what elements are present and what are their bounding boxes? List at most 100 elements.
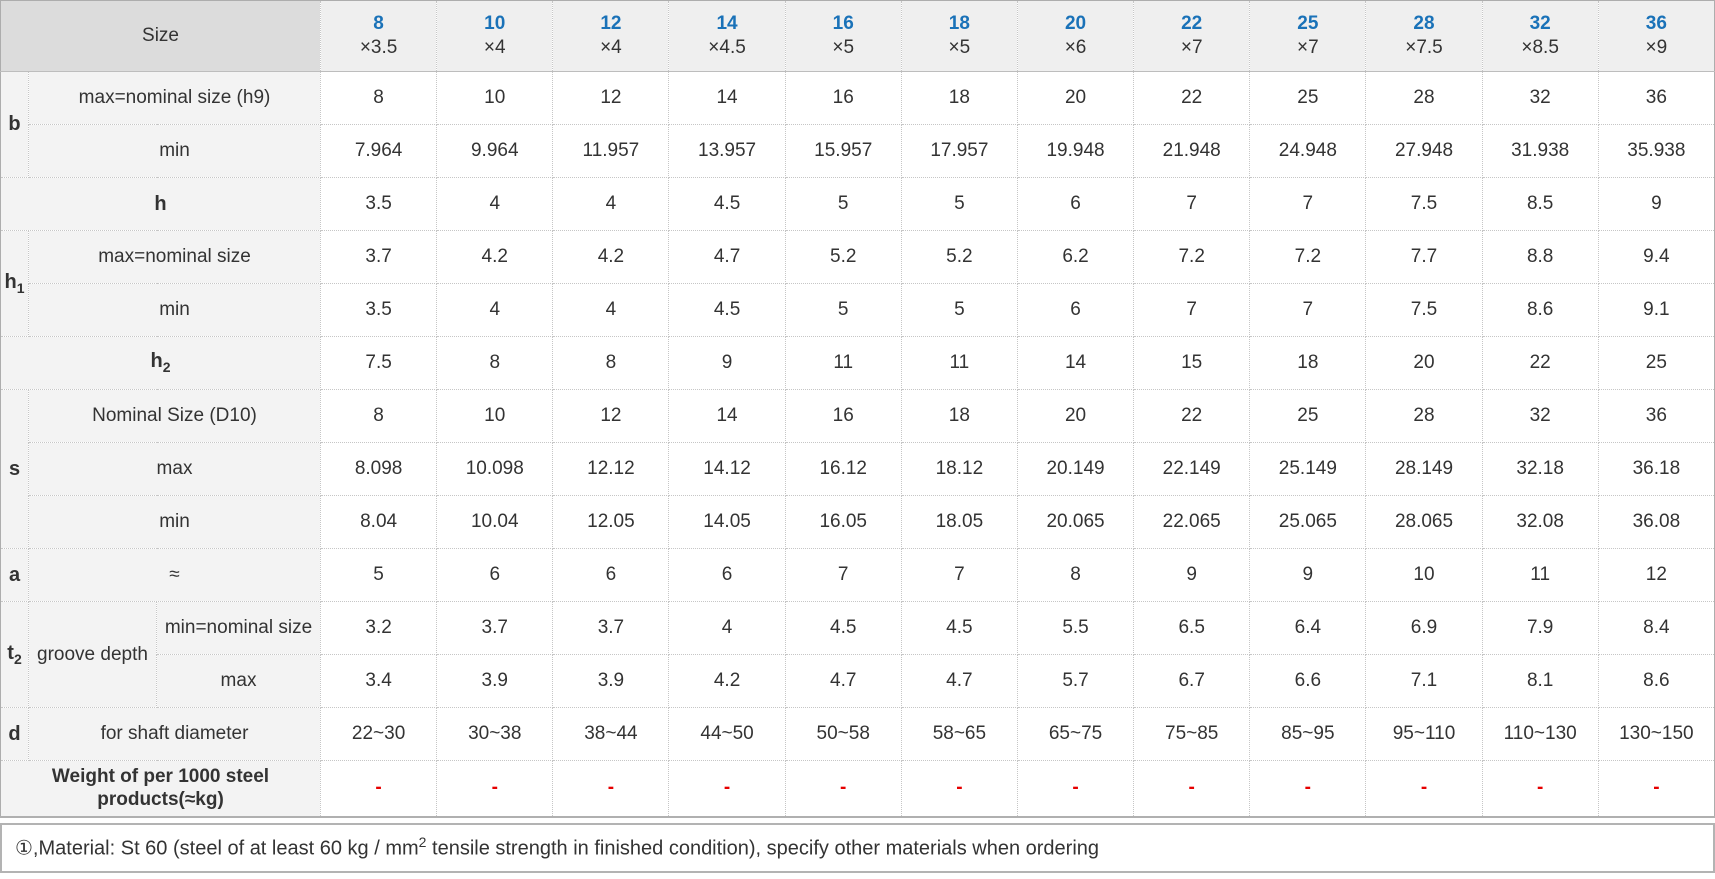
value-cell: 7.2 xyxy=(1133,230,1251,284)
row-desc-groove-depth: groove depth xyxy=(28,601,157,708)
size-height-label: ×4 xyxy=(483,37,506,58)
value-cell: 8 xyxy=(552,336,670,390)
row-symbol-b: b xyxy=(0,71,29,178)
size-width-label: 36 xyxy=(1645,13,1667,34)
value-cell: 7.964 xyxy=(320,124,438,178)
value-cell: 6.9 xyxy=(1365,601,1483,655)
value-cell: 25 xyxy=(1597,336,1715,390)
value-cell: 31.938 xyxy=(1481,124,1599,178)
value-cell: - xyxy=(320,760,438,817)
row-d: d for shaft diameter 22~30 30~38 38~44 44~5… xyxy=(0,707,1715,761)
row-label: max xyxy=(27,442,322,496)
row-label: min xyxy=(27,124,322,178)
row-s-max: max 8.098 10.098 12.12 14.12 16.12 18.12 20.14… xyxy=(1,442,1715,496)
value-cell: 8 xyxy=(320,71,438,125)
symbol-base: h xyxy=(4,270,17,293)
value-cell: 9.1 xyxy=(1597,283,1715,337)
value-cell: 14 xyxy=(668,389,786,443)
value-cell: 4.7 xyxy=(668,230,786,284)
row-h1-min: min 3.5 4 4 4.5 5 5 6 7 7 7.5 8.6 9.1 xyxy=(1,283,1715,337)
value-cell: 18 xyxy=(900,71,1018,125)
value-cell: 20 xyxy=(1016,389,1135,443)
row-h2: h2 7.5 8 8 9 11 11 14 15 18 20 22 25 xyxy=(0,336,1715,390)
size-col-header-10: 32 ×8.5 xyxy=(1481,0,1599,72)
size-height-label: ×3.5 xyxy=(359,37,398,58)
row-label: max=nominal size (h9) xyxy=(27,71,322,125)
value-cell: - xyxy=(1365,760,1483,817)
value-cell: 21.948 xyxy=(1133,124,1251,178)
value-cell: 7.2 xyxy=(1249,230,1367,284)
value-cell: 10 xyxy=(1365,548,1483,602)
size-col-header-1: 10 ×4 xyxy=(436,0,554,72)
value-cell: 19.948 xyxy=(1016,124,1135,178)
value-cell: 16.12 xyxy=(784,442,902,496)
value-cell: 8 xyxy=(436,336,554,390)
value-cell: 4 xyxy=(668,601,786,655)
value-cell: 8.098 xyxy=(320,442,438,496)
footnote: ①,Material: St 60 (steel of at least 60 … xyxy=(0,822,1715,873)
value-cell: - xyxy=(1016,760,1135,817)
size-width-label: 8 xyxy=(373,13,384,34)
value-cell: 12 xyxy=(552,389,670,443)
value-cell: 32.18 xyxy=(1481,442,1599,496)
symbol-base: t xyxy=(7,641,14,664)
value-cell: 4.5 xyxy=(668,177,786,231)
value-cell: 8 xyxy=(320,389,438,443)
value-cell: 22 xyxy=(1481,336,1599,390)
value-cell: 3.9 xyxy=(552,654,670,708)
row-b-max: b max=nominal size (h9) 8 10 12 14 16 18 20 22 2… xyxy=(0,71,1715,178)
value-cell: 20 xyxy=(1365,336,1483,390)
value-cell: 32 xyxy=(1481,389,1599,443)
value-cell: 3.5 xyxy=(320,177,438,231)
value-cell: 27.948 xyxy=(1365,124,1483,178)
value-cell: 35.938 xyxy=(1597,124,1715,178)
size-width-label: 20 xyxy=(1064,13,1087,34)
value-cell: 10.098 xyxy=(436,442,554,496)
value-cell: 10 xyxy=(436,71,554,125)
size-col-header-6: 20 ×6 xyxy=(1016,0,1135,72)
row-symbol-h2: h2 xyxy=(0,336,322,390)
value-cell: 28.065 xyxy=(1365,495,1483,549)
value-cell: 7 xyxy=(1133,283,1251,337)
value-cell: 12.05 xyxy=(552,495,670,549)
row-symbol-s: s xyxy=(0,389,29,549)
value-cell: 6 xyxy=(552,548,670,602)
value-cell: 25.065 xyxy=(1249,495,1367,549)
size-col-header-5: 18 ×5 xyxy=(900,0,1018,72)
value-cell: 8.4 xyxy=(1597,601,1715,655)
size-height-label: ×7 xyxy=(1297,37,1319,58)
value-cell: 7.9 xyxy=(1481,601,1599,655)
value-cell: 8.5 xyxy=(1481,177,1599,231)
value-cell: - xyxy=(784,760,902,817)
value-cell: 15 xyxy=(1133,336,1251,390)
value-cell: 6.6 xyxy=(1249,654,1367,708)
value-cell: 32.08 xyxy=(1481,495,1599,549)
value-cell: 5.7 xyxy=(1016,654,1135,708)
value-cell: - xyxy=(436,760,554,817)
row-symbol-h: h xyxy=(0,177,322,231)
value-cell: 12.12 xyxy=(552,442,670,496)
footnote-text: ①,Material: St 60 (steel of at least 60 … xyxy=(15,834,1099,861)
size-height-label: ×5 xyxy=(832,37,855,58)
value-cell: 6 xyxy=(668,548,786,602)
value-cell: 5 xyxy=(784,283,902,337)
value-cell: 9.964 xyxy=(436,124,554,178)
value-cell: 16.05 xyxy=(784,495,902,549)
value-cell: 6 xyxy=(1016,283,1135,337)
value-cell: 7 xyxy=(1133,177,1251,231)
value-cell: 44~50 xyxy=(668,707,786,761)
value-cell: 5.2 xyxy=(900,230,1018,284)
value-cell: 7 xyxy=(784,548,902,602)
value-cell: 7.7 xyxy=(1365,230,1483,284)
footnote-part2: tensile strength in finished condition),… xyxy=(426,837,1100,860)
row-h1-max: h1 max=nominal size 3.7 4.2 4.2 4.7 5.2 5.2 6.… xyxy=(0,230,1715,337)
value-cell: 4 xyxy=(552,283,670,337)
size-width-label: 18 xyxy=(948,13,970,34)
value-cell: 4.5 xyxy=(668,283,786,337)
value-cell: 36 xyxy=(1597,71,1715,125)
size-height-label: ×5 xyxy=(948,37,971,58)
value-cell: 9 xyxy=(1597,177,1715,231)
value-cell: 6.5 xyxy=(1133,601,1251,655)
size-width-label: 12 xyxy=(600,13,622,34)
spec-table: Size 8 ×3.5 10 ×4 12 ×4 14 ×4.5 16 ×5 18 ×5 20… xyxy=(0,0,1715,818)
